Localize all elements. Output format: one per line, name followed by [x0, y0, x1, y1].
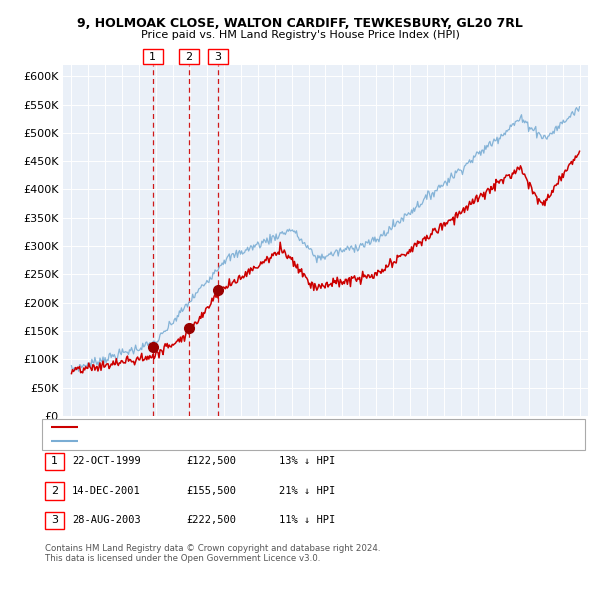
Text: 2: 2: [185, 52, 193, 61]
Text: £155,500: £155,500: [186, 486, 236, 496]
Text: This data is licensed under the Open Government Licence v3.0.: This data is licensed under the Open Gov…: [45, 554, 320, 563]
Text: 28-AUG-2003: 28-AUG-2003: [72, 516, 141, 525]
Text: 11% ↓ HPI: 11% ↓ HPI: [279, 516, 335, 525]
Text: 22-OCT-1999: 22-OCT-1999: [72, 457, 141, 466]
Text: Contains HM Land Registry data © Crown copyright and database right 2024.: Contains HM Land Registry data © Crown c…: [45, 545, 380, 553]
Text: 14-DEC-2001: 14-DEC-2001: [72, 486, 141, 496]
Text: 3: 3: [214, 52, 221, 61]
Text: 13% ↓ HPI: 13% ↓ HPI: [279, 457, 335, 466]
Text: 3: 3: [51, 516, 58, 525]
Text: 9, HOLMOAK CLOSE, WALTON CARDIFF, TEWKESBURY, GL20 7RL (detached house): 9, HOLMOAK CLOSE, WALTON CARDIFF, TEWKES…: [82, 422, 473, 432]
Text: 21% ↓ HPI: 21% ↓ HPI: [279, 486, 335, 496]
Text: 1: 1: [149, 52, 156, 61]
Text: HPI: Average price, detached house, Tewkesbury: HPI: Average price, detached house, Tewk…: [82, 437, 314, 446]
Text: 9, HOLMOAK CLOSE, WALTON CARDIFF, TEWKESBURY, GL20 7RL: 9, HOLMOAK CLOSE, WALTON CARDIFF, TEWKES…: [77, 17, 523, 30]
Text: 1: 1: [51, 457, 58, 466]
Text: 2: 2: [51, 486, 58, 496]
Text: £122,500: £122,500: [186, 457, 236, 466]
Text: Price paid vs. HM Land Registry's House Price Index (HPI): Price paid vs. HM Land Registry's House …: [140, 30, 460, 40]
Text: £222,500: £222,500: [186, 516, 236, 525]
